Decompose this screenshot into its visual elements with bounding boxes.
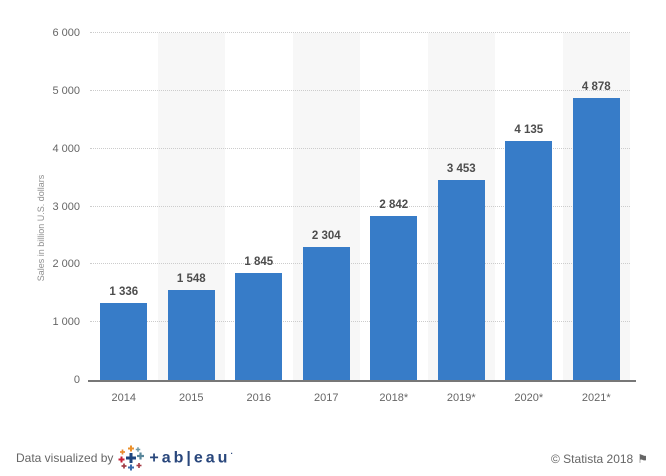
chart-bar[interactable] xyxy=(505,141,553,380)
gridline xyxy=(90,321,630,323)
gridline xyxy=(90,263,630,265)
x-tick-label: 2014 xyxy=(111,392,136,404)
gridline xyxy=(90,32,630,33)
chart-bar[interactable] xyxy=(370,216,418,380)
chart-bar[interactable] xyxy=(235,273,283,380)
y-tick-label: 5 000 xyxy=(52,84,80,97)
chart-bar[interactable] xyxy=(302,247,350,380)
x-tick-label: 2018* xyxy=(379,392,409,404)
chart-bar[interactable] xyxy=(100,303,148,380)
chart-bar[interactable] xyxy=(437,180,485,380)
bar-value-label: 1 336 xyxy=(109,286,139,298)
x-tick-label: 2020* xyxy=(514,392,544,404)
x-tick-label: 2015 xyxy=(179,392,204,404)
tableau-logo-icon[interactable] xyxy=(118,445,145,471)
y-tick-label: 2 000 xyxy=(52,258,80,271)
y-tick-label: 3 000 xyxy=(52,200,80,213)
data-visualized-by-label: Data visualized by xyxy=(16,451,114,465)
statista-copyright-label: © Statista 2018 xyxy=(551,452,634,466)
x-tick-label: 2021* xyxy=(581,392,611,404)
bar-value-label: 1 845 xyxy=(244,256,274,268)
x-tick-label: 2019* xyxy=(446,392,476,404)
bar-value-label: 1 548 xyxy=(176,273,206,285)
bar-value-label: 4 878 xyxy=(581,81,611,93)
footer-copyright: © Statista 2018 ⚑ xyxy=(551,452,648,466)
x-tick-label: 2017 xyxy=(314,392,339,404)
x-axis-line xyxy=(88,380,636,382)
footer-attribution: Data visualized by xyxy=(16,445,233,471)
y-tick-label: 4 000 xyxy=(52,142,80,155)
x-tick-label: 2016 xyxy=(246,392,271,404)
y-tick-label: 1 000 xyxy=(52,316,80,329)
flag-icon[interactable]: ⚑ xyxy=(637,452,648,466)
tableau-wordmark[interactable]: +ab|eau· xyxy=(149,448,234,467)
chart-bar[interactable] xyxy=(572,98,620,380)
y-tick-label: 6 000 xyxy=(52,27,80,39)
bar-value-label: 3 453 xyxy=(446,163,476,175)
gridline xyxy=(90,205,630,207)
y-tick-label: 0 xyxy=(73,374,80,386)
trademark-dot: · xyxy=(230,448,234,458)
gridline xyxy=(90,89,630,91)
chart-bar[interactable] xyxy=(167,290,215,380)
bar-value-label: 4 135 xyxy=(514,124,544,136)
bar-value-label: 2 842 xyxy=(379,199,409,211)
bar-value-label: 2 304 xyxy=(311,230,341,242)
gridline xyxy=(90,147,630,149)
